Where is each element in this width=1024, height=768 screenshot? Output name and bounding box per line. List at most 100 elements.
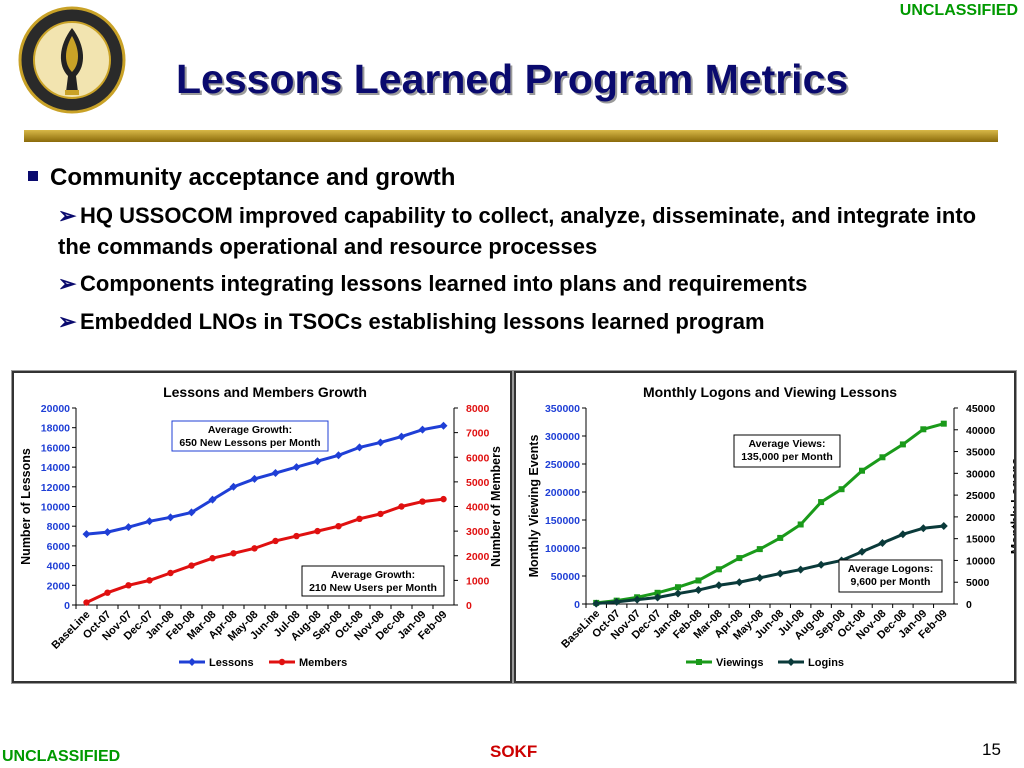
data-point-logins bbox=[694, 586, 703, 595]
data-point-viewings bbox=[899, 441, 906, 448]
data-point-logins bbox=[796, 565, 805, 574]
data-point-logins bbox=[592, 599, 601, 608]
data-point-members bbox=[209, 555, 216, 562]
data-point-viewings bbox=[920, 426, 927, 433]
sub-bullet-text: HQ USSOCOM improved capability to collec… bbox=[58, 203, 977, 259]
data-point-logins bbox=[653, 593, 662, 602]
data-point-lessons bbox=[376, 438, 385, 447]
series-line-viewings bbox=[596, 422, 945, 605]
data-point-viewings bbox=[818, 499, 825, 506]
y-tick-label-right: 45000 bbox=[966, 403, 995, 415]
legend-label-logins: Logins bbox=[808, 657, 844, 669]
y-tick-label-right: 1000 bbox=[466, 575, 490, 587]
data-point-viewings bbox=[654, 589, 661, 596]
y-tick-label-left: 150000 bbox=[545, 515, 580, 527]
y-tick-label-left: 4000 bbox=[47, 561, 71, 573]
sub-bullet-2: ➢ Components integrating lessons learned … bbox=[58, 268, 978, 299]
data-point-logins bbox=[817, 560, 826, 569]
data-point-members bbox=[293, 532, 300, 540]
sub-bullet-3: ➢ Embedded LNOs in TSOCs establishing les… bbox=[58, 306, 978, 337]
annotation-line-1: Average Views: bbox=[748, 438, 825, 450]
data-point-viewings bbox=[879, 454, 886, 461]
y-tick-label-left: 0 bbox=[64, 600, 70, 612]
classification-banner-bottom: UNCLASSIFIED bbox=[2, 748, 121, 765]
y-tick-label-left: 10000 bbox=[41, 502, 70, 514]
lessons-members-chart-panel: Lessons and Members Growth 0 2000 4000 6000 8… bbox=[12, 371, 512, 683]
logons-viewings-chart: Monthly Logons and Viewing Lessons 0 50000… bbox=[527, 384, 1023, 669]
data-point-viewings bbox=[736, 555, 743, 562]
data-point-members bbox=[167, 569, 174, 577]
data-point-logins bbox=[735, 578, 744, 587]
y-tick-label-left: 6000 bbox=[47, 541, 71, 553]
main-bullet: Community acceptance and growth bbox=[28, 164, 455, 192]
lessons-members-chart: Lessons and Members Growth 0 2000 4000 6000 8… bbox=[19, 384, 503, 669]
series-line-lessons bbox=[86, 424, 444, 536]
y-tick-label-right: 30000 bbox=[966, 468, 995, 480]
arrow-bullet-icon: ➢ bbox=[58, 271, 77, 296]
y-axis-title-right: Number of Members bbox=[489, 446, 503, 567]
annotation-box bbox=[171, 420, 329, 452]
data-point-logins bbox=[714, 581, 723, 590]
data-point-logins bbox=[674, 589, 682, 598]
data-point-lessons bbox=[439, 421, 448, 430]
y-tick-label-right: 0 bbox=[966, 599, 972, 611]
y-tick-label-left: 350000 bbox=[545, 403, 580, 415]
data-point-logins bbox=[898, 530, 907, 539]
y-axis-title-right: Monthly Logons bbox=[1009, 458, 1014, 555]
y-tick-label-left: 200000 bbox=[545, 487, 580, 499]
sub-bullet-1: ➢ HQ USSOCOM improved capability to colle… bbox=[58, 200, 978, 262]
data-point-lessons bbox=[229, 482, 238, 491]
y-tick-label-left: 8000 bbox=[47, 521, 71, 533]
data-point-members bbox=[188, 562, 195, 569]
data-point-lessons bbox=[292, 463, 301, 472]
annotation-line-1: Average Logons: bbox=[848, 563, 933, 575]
data-point-members bbox=[398, 503, 405, 510]
y-tick-label-left: 2000 bbox=[47, 580, 71, 592]
page-number: 15 bbox=[982, 740, 1001, 759]
y-tick-label-left: 100000 bbox=[545, 543, 580, 555]
annotation-line-2: 210 New Users per Month bbox=[309, 582, 437, 594]
chart-title: Monthly Logons and Viewing Lessons bbox=[643, 384, 897, 400]
y-axis-title-left: Monthly Viewing Events bbox=[527, 435, 541, 578]
chart-title: Lessons and Members Growth bbox=[163, 384, 367, 400]
data-point-members bbox=[251, 545, 258, 552]
legend-marker-viewings bbox=[696, 659, 702, 665]
data-point-logins bbox=[776, 569, 785, 578]
data-point-lessons bbox=[250, 474, 259, 483]
data-point-viewings bbox=[940, 420, 947, 427]
sub-bullet-text: Embedded LNOs in TSOCs establishing less… bbox=[80, 309, 765, 334]
data-point-lessons bbox=[187, 508, 196, 517]
slide-title: Lessons Learned Program Metrics bbox=[176, 56, 849, 102]
y-tick-label-right: 35000 bbox=[966, 447, 995, 459]
data-point-lessons bbox=[271, 469, 280, 478]
square-bullet-icon bbox=[28, 171, 38, 181]
y-axis-title-left: Number of Lessons bbox=[19, 448, 33, 565]
legend-marker-lessons bbox=[188, 658, 196, 666]
y-tick-label-right: 20000 bbox=[966, 512, 995, 524]
data-point-viewings bbox=[715, 566, 722, 573]
data-point-viewings bbox=[797, 521, 804, 528]
sub-bullet-text: Components integrating lessons learned i… bbox=[80, 271, 808, 296]
data-point-members bbox=[314, 527, 321, 535]
data-point-viewings bbox=[838, 486, 845, 493]
y-tick-label-left: 16000 bbox=[41, 442, 70, 454]
legend-marker-members bbox=[278, 658, 286, 666]
data-point-viewings bbox=[756, 546, 763, 553]
data-point-logins bbox=[939, 522, 948, 531]
y-tick-label-right: 8000 bbox=[466, 403, 490, 415]
y-tick-label-right: 2000 bbox=[466, 551, 490, 563]
legend-label-members: Members bbox=[299, 657, 347, 669]
classification-banner-top: UNCLASSIFIED bbox=[899, 2, 1018, 19]
data-point-logins bbox=[858, 547, 866, 556]
data-point-members bbox=[230, 550, 237, 557]
y-tick-label-right: 6000 bbox=[466, 452, 490, 464]
y-tick-label-left: 18000 bbox=[41, 423, 70, 435]
y-tick-label-left: 14000 bbox=[41, 462, 70, 474]
data-point-viewings bbox=[675, 584, 681, 591]
annotation-box bbox=[733, 434, 841, 468]
y-tick-label-left: 50000 bbox=[551, 571, 580, 583]
data-point-lessons bbox=[313, 457, 322, 466]
y-tick-label-right: 5000 bbox=[966, 577, 990, 589]
y-tick-label-right: 15000 bbox=[966, 534, 995, 546]
data-point-members bbox=[104, 589, 111, 596]
